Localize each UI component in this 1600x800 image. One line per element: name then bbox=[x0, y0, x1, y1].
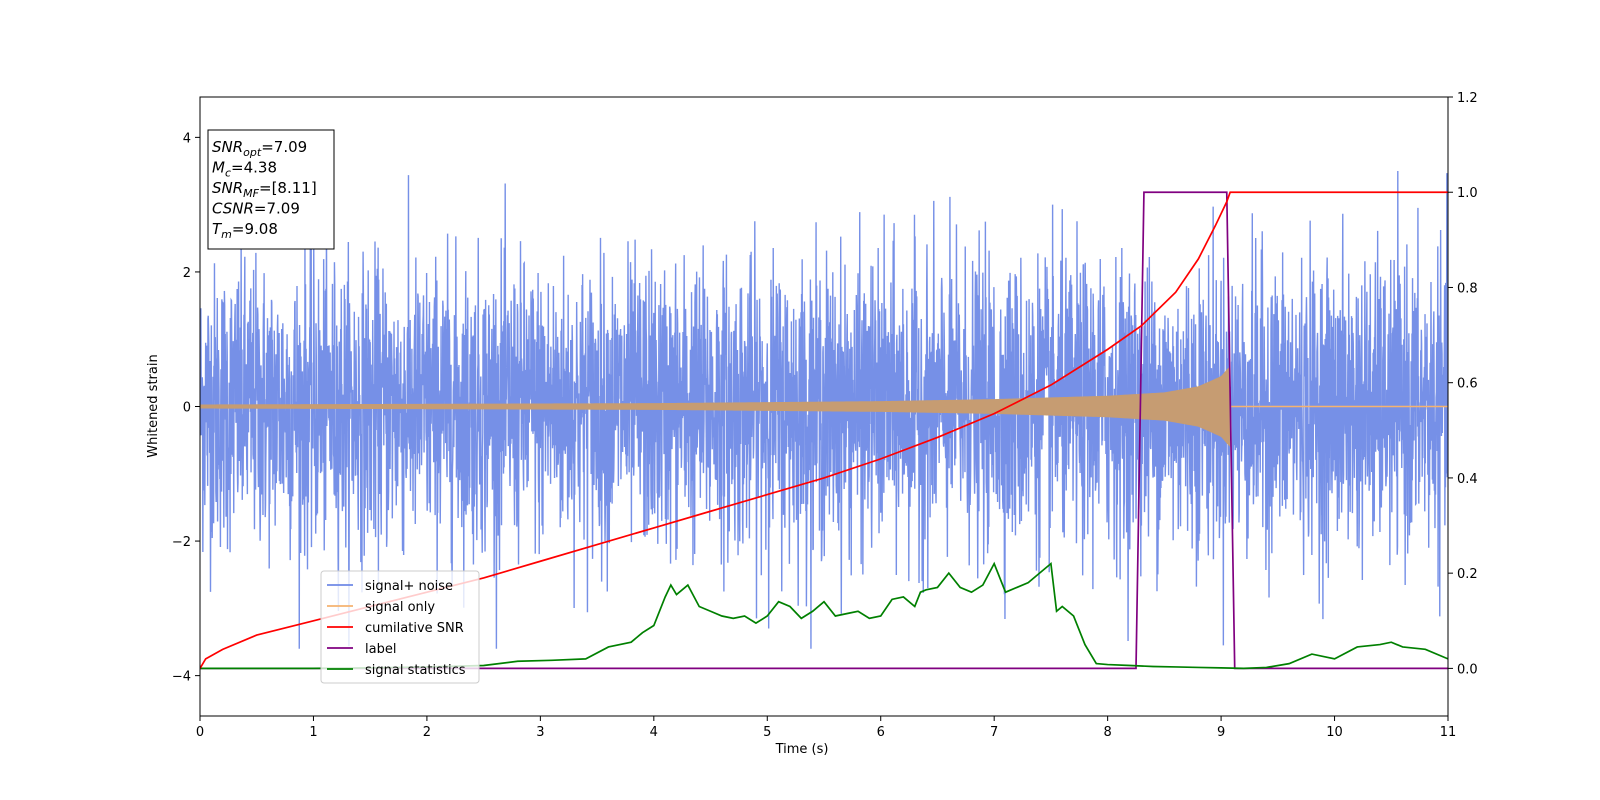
y2-tick-label: 0.0 bbox=[1457, 662, 1478, 677]
axes: 0 1 2 3 4 5 6 7 8 9 10 11 −4 −2 0 2 4 0.0 0.2 0.4 0.6 0.8 1.0 1… bbox=[172, 91, 1478, 740]
y-tick-label: −4 bbox=[172, 670, 191, 685]
y-tick-label: 2 bbox=[183, 266, 191, 281]
plot-area bbox=[200, 171, 1448, 670]
y2-tick-label: 0.8 bbox=[1457, 281, 1478, 296]
legend-label: signal+ noise bbox=[365, 579, 453, 594]
y2-tick-label: 0.6 bbox=[1457, 377, 1478, 392]
x-tick-label: 3 bbox=[536, 725, 544, 740]
x-tick-label: 10 bbox=[1326, 725, 1343, 740]
x-tick-label: 11 bbox=[1440, 725, 1457, 740]
x-tick-label: 6 bbox=[877, 725, 885, 740]
x-tick-label: 8 bbox=[1103, 725, 1111, 740]
info-box-line: SNRopt=7.09 bbox=[212, 138, 307, 159]
info-box-frame bbox=[207, 129, 335, 250]
x-axis-label: Time (s) bbox=[775, 742, 829, 757]
x-tick-label: 7 bbox=[990, 725, 998, 740]
x-tick-label: 0 bbox=[196, 725, 204, 740]
x-tick-label: 2 bbox=[423, 725, 431, 740]
y2-tick-label: 1.2 bbox=[1457, 91, 1478, 106]
x-tick-label: 9 bbox=[1217, 725, 1225, 740]
legend-label: signal statistics bbox=[365, 663, 466, 678]
info-box-line: CSNR=7.09 bbox=[212, 200, 300, 218]
info-box-line: Mc=4.38 bbox=[212, 159, 277, 180]
y-tick-label: 4 bbox=[183, 131, 191, 146]
series-label-line bbox=[200, 191, 1448, 670]
legend-label: cumilative SNR bbox=[365, 621, 464, 636]
y2-tick-label: 1.0 bbox=[1457, 186, 1478, 201]
y-axis-label: Whitened strain bbox=[146, 354, 161, 457]
y2-tick-label: 0.2 bbox=[1457, 567, 1478, 582]
legend-label: signal only bbox=[365, 600, 435, 615]
y-tick-label: −2 bbox=[172, 535, 191, 550]
y-tick-label: 0 bbox=[183, 401, 191, 416]
legend: signal+ noise signal only cumilative SNR la… bbox=[320, 570, 480, 684]
info-box-line: Tm=9.08 bbox=[212, 220, 278, 241]
series-signal-statistics-line bbox=[200, 561, 1448, 670]
plot-clipped-group bbox=[200, 171, 1448, 670]
series-signal-only-band bbox=[200, 366, 1231, 447]
y2-tick-label: 0.4 bbox=[1457, 472, 1478, 487]
info-box-line: SNRMF=[8.11] bbox=[212, 179, 317, 200]
x-tick-label: 1 bbox=[309, 725, 317, 740]
legend-label: label bbox=[365, 642, 396, 657]
legend-box bbox=[320, 570, 480, 684]
x-tick-label: 5 bbox=[763, 725, 771, 740]
x-tick-label: 4 bbox=[650, 725, 658, 740]
